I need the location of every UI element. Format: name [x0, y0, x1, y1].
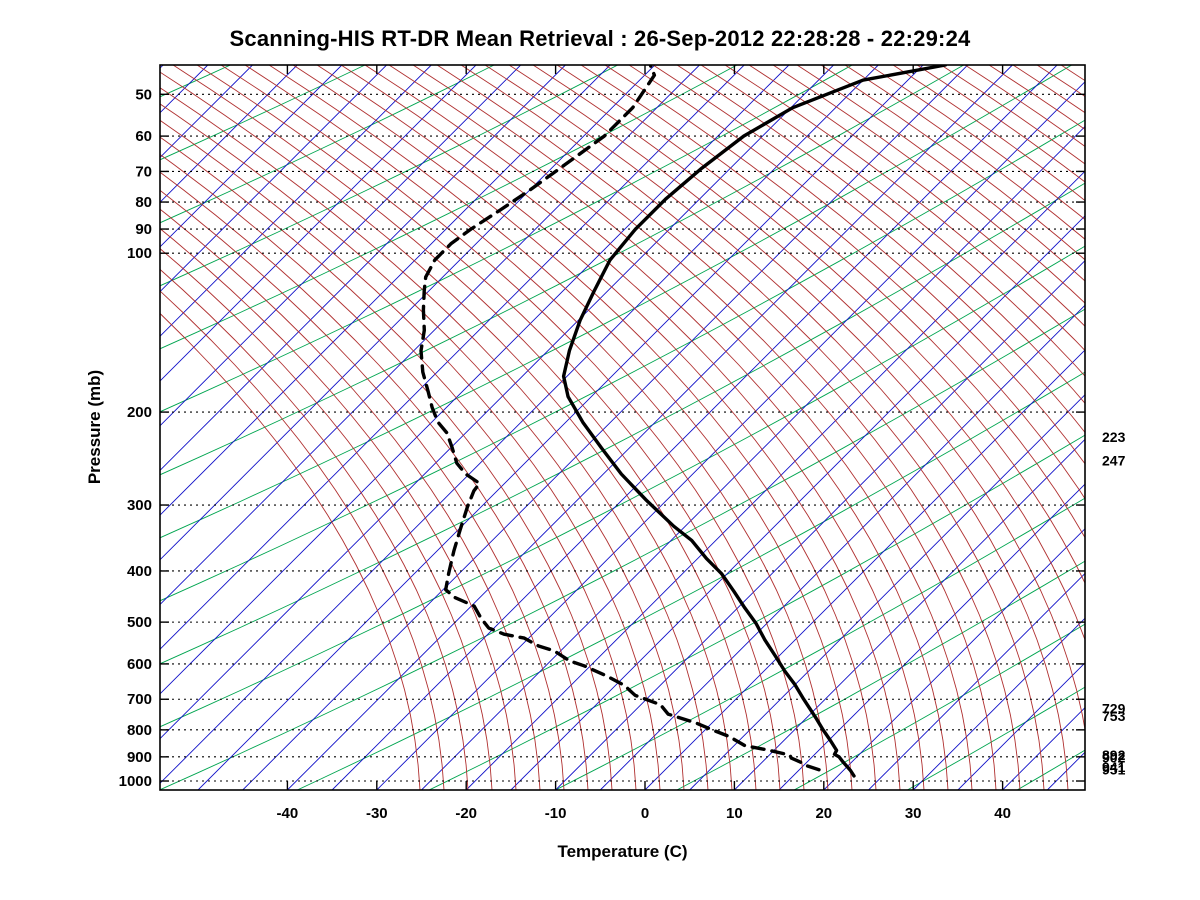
svg-text:247: 247	[1102, 452, 1126, 468]
svg-text:80: 80	[135, 194, 152, 211]
svg-text:-30: -30	[366, 805, 388, 822]
svg-text:700: 700	[127, 691, 152, 708]
svg-text:200: 200	[127, 404, 152, 421]
svg-text:90: 90	[135, 221, 152, 238]
svg-text:500: 500	[127, 614, 152, 631]
svg-text:223: 223	[1102, 429, 1126, 445]
svg-text:900: 900	[127, 749, 152, 766]
svg-text:892: 892	[1102, 747, 1126, 763]
svg-text:300: 300	[127, 497, 152, 514]
svg-text:753: 753	[1102, 708, 1126, 724]
svg-text:60: 60	[135, 128, 152, 145]
svg-text:902: 902	[1102, 749, 1126, 765]
temperature-tick-labels: -40 -30 -20 -10 0 10 20 30 40	[277, 805, 1011, 822]
svg-text:-40: -40	[277, 805, 299, 822]
svg-text:50: 50	[135, 86, 152, 103]
temperature-curve	[561, 65, 948, 778]
svg-text:941: 941	[1102, 759, 1126, 775]
svg-text:10: 10	[726, 805, 743, 822]
svg-text:-20: -20	[455, 805, 477, 822]
isobar-gridlines	[160, 93, 1085, 782]
svg-text:40: 40	[994, 805, 1011, 822]
svg-text:800: 800	[127, 722, 152, 739]
svg-text:1000: 1000	[119, 773, 152, 790]
chart-title: Scanning-HIS RT-DR Mean Retrieval : 26-S…	[229, 26, 971, 51]
svg-text:600: 600	[127, 656, 152, 673]
svg-text:951: 951	[1102, 761, 1126, 777]
svg-text:30: 30	[905, 805, 922, 822]
svg-text:100: 100	[127, 245, 152, 262]
adiabat-lines	[160, 65, 1085, 790]
pressure-tick-labels: 50 60 70 80 90 100 200 300 400 500 600 700 800 900 100…	[119, 86, 152, 790]
svg-text:20: 20	[815, 805, 832, 822]
svg-text:-10: -10	[545, 805, 567, 822]
axis-ticks	[160, 65, 1085, 790]
y-axis-label: Pressure (mb)	[85, 369, 104, 485]
svg-text:0: 0	[641, 805, 649, 822]
svg-text:70: 70	[135, 163, 152, 180]
x-axis-label: Temperature (C)	[557, 842, 688, 861]
isotherm-lines	[160, 65, 1085, 790]
svg-text:400: 400	[127, 563, 152, 580]
dewpoint-curve	[419, 65, 821, 772]
plot-border	[159, 64, 1086, 791]
svg-text:729: 729	[1102, 701, 1126, 717]
